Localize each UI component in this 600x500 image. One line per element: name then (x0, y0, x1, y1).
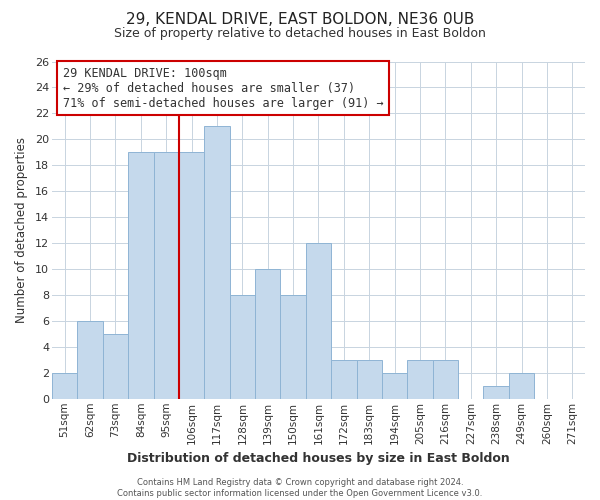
Bar (179, 152, 204, 399)
Bar (407, 360, 433, 399)
Bar (77, 321, 103, 399)
Text: Size of property relative to detached houses in East Boldon: Size of property relative to detached ho… (114, 28, 486, 40)
Bar (230, 295, 255, 399)
Text: Contains HM Land Registry data © Crown copyright and database right 2024.
Contai: Contains HM Land Registry data © Crown c… (118, 478, 482, 498)
Text: 29 KENDAL DRIVE: 100sqm
← 29% of detached houses are smaller (37)
71% of semi-de: 29 KENDAL DRIVE: 100sqm ← 29% of detache… (62, 66, 383, 110)
Bar (331, 360, 356, 399)
Bar (52, 373, 77, 399)
Bar (255, 269, 280, 399)
Text: 29, KENDAL DRIVE, EAST BOLDON, NE36 0UB: 29, KENDAL DRIVE, EAST BOLDON, NE36 0UB (126, 12, 474, 28)
Bar (103, 334, 128, 399)
Bar (356, 360, 382, 399)
Bar (433, 360, 458, 399)
Y-axis label: Number of detached properties: Number of detached properties (15, 137, 28, 323)
Bar (204, 126, 230, 399)
Bar (280, 295, 306, 399)
Bar (306, 243, 331, 399)
Bar (382, 373, 407, 399)
X-axis label: Distribution of detached houses by size in East Boldon: Distribution of detached houses by size … (127, 452, 510, 465)
Bar (128, 152, 154, 399)
Bar (484, 386, 509, 399)
Bar (509, 373, 534, 399)
Bar (154, 152, 179, 399)
